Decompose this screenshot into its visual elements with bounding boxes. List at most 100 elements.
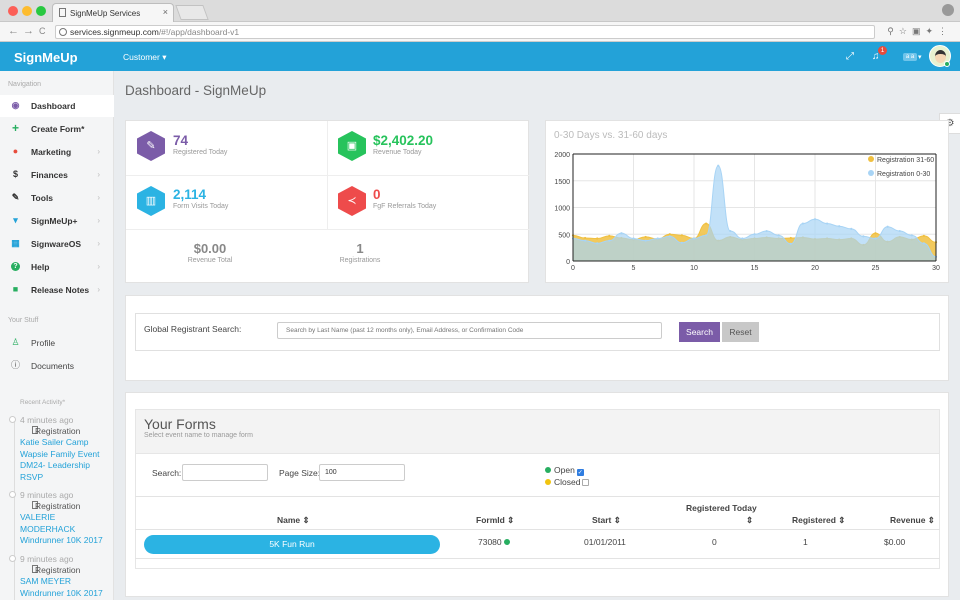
activity-link[interactable]: RSVP <box>20 472 44 482</box>
legend-swatch <box>868 156 874 162</box>
back-icon[interactable]: ← <box>8 25 19 37</box>
language-selector[interactable]: a a <box>903 53 917 61</box>
sidebar-item-finances[interactable]: $ Finances › <box>0 164 114 186</box>
chart-title: 0-30 Days vs. 31-60 days <box>554 130 668 141</box>
minimize-window-icon[interactable] <box>22 6 32 16</box>
sidebar-item-tools[interactable]: ✎ Tools › <box>0 187 114 209</box>
sidebar-item-label: SignMeUp+ <box>31 216 78 226</box>
close-window-icon[interactable] <box>8 6 18 16</box>
comment-icon: ■ <box>12 284 19 294</box>
data-point <box>753 233 756 236</box>
sidebar-item-documents[interactable]: ⓘ Documents <box>0 356 114 376</box>
activity-link[interactable]: Katie Sailer Camp <box>20 437 89 447</box>
data-point <box>826 222 829 225</box>
y-tick-label: 1500 <box>554 179 570 186</box>
col-revenue-header[interactable]: Revenue ⇕ <box>890 515 935 525</box>
chevron-right-icon: › <box>97 262 100 271</box>
formid-value: 73080 <box>478 537 502 547</box>
reset-button[interactable]: Reset <box>722 322 759 342</box>
browser-tab[interactable]: SignMeUp Services × <box>52 3 174 22</box>
reload-icon[interactable]: C <box>39 26 46 36</box>
col-registered-today-header[interactable]: Registered Today <box>686 503 757 513</box>
bell-icon[interactable]: ♫ <box>872 51 880 62</box>
activity-link[interactable]: VALERIE <box>20 512 56 522</box>
data-point <box>717 164 720 167</box>
chevron-down-icon[interactable]: ▾ <box>918 54 922 61</box>
sidebar-item-label: Tools <box>31 193 54 203</box>
sidebar-item-signmeup-plus[interactable]: ▾ SignMeUp+ › <box>0 210 114 232</box>
sidebar-item-marketing[interactable]: ● Marketing › <box>0 141 114 163</box>
activity-link[interactable]: Wapsie Family Event <box>20 449 100 459</box>
fgf-referrals-value: 0 <box>373 187 381 202</box>
activity-link[interactable]: SAM MEYER <box>20 576 72 586</box>
activity-link[interactable]: Windrunner 10K 2017 <box>20 535 103 545</box>
sidebar-item-label: Dashboard <box>31 101 76 111</box>
activity-link[interactable]: MODERHACK <box>20 524 76 534</box>
sidebar: Navigation ◉ Dashboard + Create Form* ● … <box>0 71 114 600</box>
activity-time: 9 minutes ago <box>20 490 74 500</box>
fgf-referrals-label: FgF Referrals Today <box>373 203 437 210</box>
help-icon: ? <box>11 262 20 271</box>
notification-badge: 1 <box>878 46 887 55</box>
form-name-button[interactable]: 5K Fun Run <box>144 535 440 554</box>
open-filter[interactable]: Open ✓ <box>545 465 584 476</box>
col-registered-header[interactable]: Registered ⇕ <box>792 515 846 525</box>
closed-checkbox[interactable] <box>582 479 590 486</box>
revenue-total: $0.00 Revenue Total <box>110 241 310 264</box>
app-header: SignMeUp Customer ▾ ⤢ ♫ 1 a a ▾ <box>0 42 960 71</box>
url-field[interactable]: services.signmeup.com/#!/app/dashboard-v… <box>55 25 875 39</box>
table-cell-registered: 1 <box>803 537 808 547</box>
chevron-right-icon: › <box>97 216 100 225</box>
series-area <box>573 165 936 261</box>
data-point <box>644 235 647 239</box>
data-point <box>862 235 865 238</box>
x-tick-label: 0 <box>571 265 575 272</box>
site-info-icon[interactable] <box>59 28 67 36</box>
customer-menu[interactable]: Customer ▾ <box>123 52 167 62</box>
new-tab-button[interactable] <box>175 5 209 20</box>
registrations-chart: 0 500 1000 1500 2000 0 5 10 15 20 25 30 Registration… <box>554 152 940 272</box>
forms-search-input[interactable] <box>182 464 268 481</box>
revenue-total-value: $0.00 <box>193 241 227 256</box>
data-point <box>922 242 925 245</box>
sidebar-item-signwareos[interactable]: ▦ SignwareOS › <box>0 233 114 255</box>
data-point <box>608 234 611 237</box>
data-point <box>668 233 671 236</box>
fullscreen-icon[interactable]: ⤢ <box>846 51 854 62</box>
sidebar-item-label: Release Notes <box>31 285 90 295</box>
sidebar-item-label: SignwareOS <box>31 239 82 249</box>
data-point <box>705 222 708 225</box>
legend-label: Registration 0-30 <box>877 171 930 178</box>
table-cell-registered-today: 0 <box>712 537 717 547</box>
tab-close-icon[interactable]: × <box>162 7 168 17</box>
page-size-input[interactable] <box>319 464 405 481</box>
browser-profile-icon[interactable] <box>942 4 954 16</box>
y-tick-label: 2000 <box>554 152 570 159</box>
brand-logo[interactable]: SignMeUp <box>14 50 78 65</box>
activity-link[interactable]: Windrunner 10K 2017 <box>20 588 103 598</box>
sort-icon[interactable]: ⇕ <box>746 515 754 525</box>
y-tick-label: 500 <box>558 232 570 239</box>
activity-link[interactable]: DM24- Leadership <box>20 460 90 470</box>
legend-swatch <box>868 170 874 176</box>
book-icon: ▥ <box>137 186 165 216</box>
col-name-header[interactable]: Name ⇕ <box>277 515 310 525</box>
maximize-window-icon[interactable] <box>36 6 46 16</box>
closed-filter[interactable]: Closed <box>545 477 590 487</box>
forward-icon[interactable]: → <box>23 25 34 37</box>
col-formid-header[interactable]: FormId ⇕ <box>476 515 515 525</box>
form-visits-value: 2,114 <box>173 187 207 202</box>
global-search-input[interactable] <box>277 322 662 339</box>
sidebar-item-help[interactable]: ? Help › <box>0 256 114 278</box>
revenue-today-label: Revenue Today <box>373 149 422 156</box>
sidebar-item-dashboard[interactable]: ◉ Dashboard <box>0 95 114 117</box>
sidebar-item-create-form[interactable]: + Create Form* <box>0 118 114 140</box>
sidebar-item-profile[interactable]: ♙ Profile <box>0 333 114 353</box>
activity-time: 9 minutes ago <box>20 554 74 564</box>
col-start-header[interactable]: Start ⇕ <box>592 515 621 525</box>
search-button[interactable]: Search <box>679 322 720 342</box>
sidebar-item-release-notes[interactable]: ■ Release Notes › <box>0 279 114 301</box>
extension-icons[interactable]: ⚲☆▣✦⋮ <box>887 26 952 36</box>
open-checkbox[interactable]: ✓ <box>576 469 584 476</box>
data-point <box>729 229 732 233</box>
